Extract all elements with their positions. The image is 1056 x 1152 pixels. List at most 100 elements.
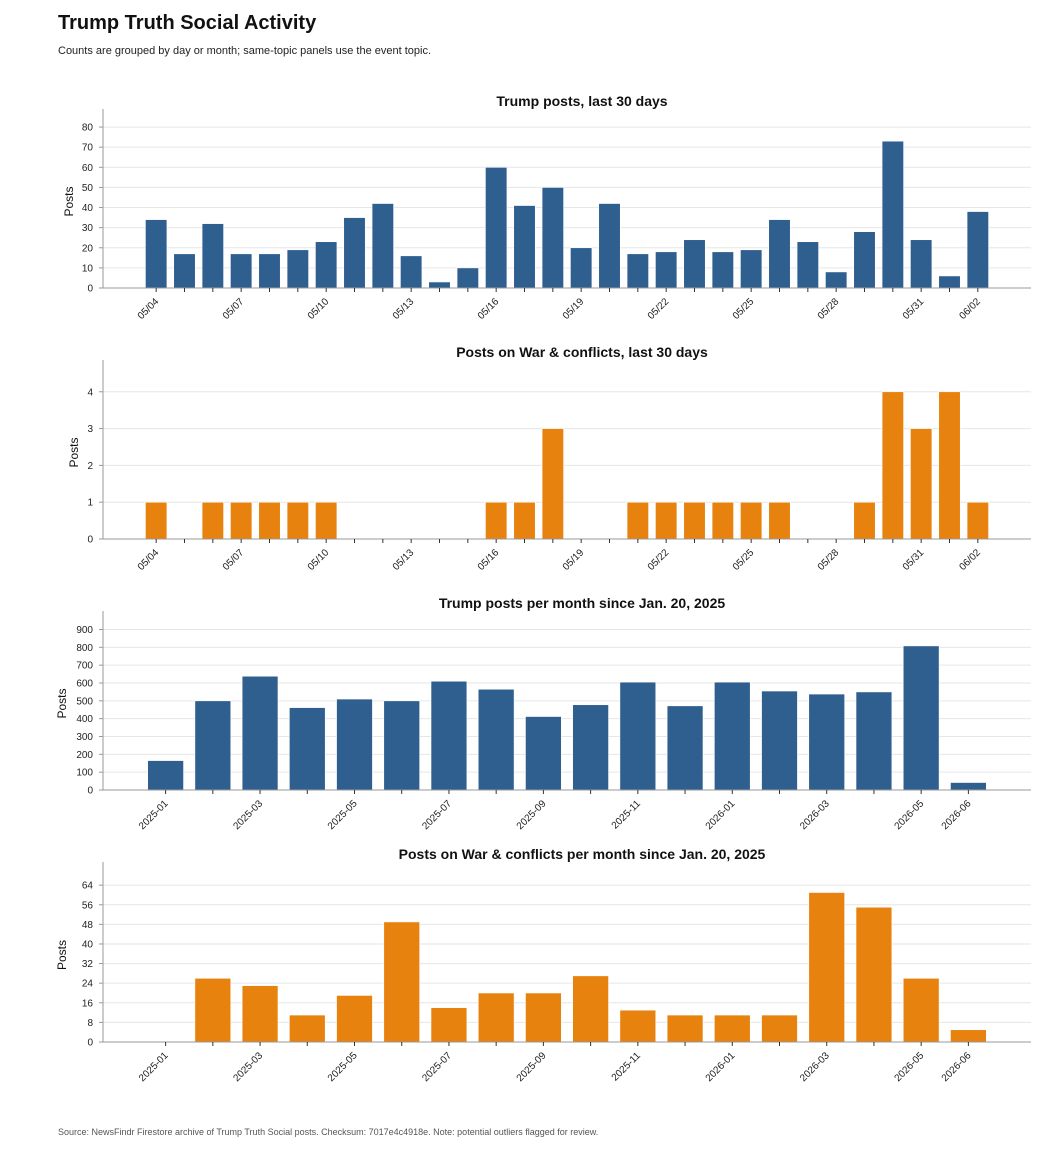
bar-05/29 [853,231,876,289]
x-tick-label: 2025-11 [610,798,644,832]
bar-05/29 [853,501,876,540]
bar-2026-02 [761,690,798,791]
y-tick-label: 800 [76,643,93,654]
y-tick-label: 10 [82,263,94,274]
y-tick-label: 900 [76,625,93,636]
bar-2026-03 [808,892,845,1043]
y-tick-label: 32 [82,959,94,970]
y-tick-label: 0 [87,1038,93,1049]
bar-2025-11 [619,1009,657,1043]
bar-05/06 [201,501,224,540]
bar-2025-03 [241,985,279,1043]
bar-05/05 [173,253,196,289]
bar-2026-03 [808,693,845,791]
bar-05/07 [230,501,253,540]
bar-05/26 [768,219,791,289]
y-tick-label: 300 [76,732,93,743]
y-tick-label: 16 [82,998,94,1009]
bar-2026-06 [950,782,987,791]
y-tick-label: 0 [87,786,93,797]
bar-2025-09 [525,992,562,1043]
x-tick-label: 05/16 [476,296,502,322]
bar-05/27 [796,241,819,289]
bar-05/20 [598,203,621,289]
y-tick-label: 56 [82,900,94,911]
x-tick-label: 2026-01 [704,1050,738,1084]
bar-2026-01 [714,1014,751,1043]
y-axis-label: Posts [67,437,81,467]
bar-2026-06 [950,1029,987,1043]
bar-05/07 [230,253,253,289]
bar-05/25 [740,501,763,540]
bar-05/25 [740,249,763,289]
chart-title: Posts on War & conflicts, last 30 days [456,344,708,360]
bar-2025-07 [430,1007,468,1043]
x-tick-label: 2025-01 [137,798,171,832]
x-tick-label: 05/28 [816,547,842,573]
x-tick-label: 05/16 [476,547,502,573]
x-tick-label: 2025-03 [231,1050,265,1084]
bar-05/21 [626,253,649,289]
y-tick-label: 20 [82,243,94,254]
bar-2026-01 [714,681,751,791]
chart-title: Trump posts per month since Jan. 20, 202… [439,595,726,611]
bar-2025-08 [477,688,515,791]
y-axis-label: Posts [62,186,76,216]
bar-05/08 [258,253,281,289]
bar-05/16 [485,167,508,289]
y-tick-label: 2 [87,461,93,472]
bar-2025-04 [289,1014,326,1043]
x-tick-label: 2026-06 [940,798,974,832]
x-tick-label: 2025-07 [420,1050,454,1084]
x-tick-label: 05/10 [306,296,332,322]
y-tick-label: 200 [76,750,93,761]
x-tick-label: 05/25 [731,296,757,322]
x-tick-label: 05/31 [901,547,927,573]
bar-2025-02 [194,700,232,791]
x-tick-label: 05/07 [221,547,247,573]
x-tick-label: 05/04 [136,296,162,322]
y-tick-label: 700 [76,661,93,672]
chart-title: Posts on War & conflicts per month since… [399,846,766,862]
bar-06/01 [938,391,961,540]
x-tick-label: 05/28 [816,296,842,322]
bar-2025-02 [194,977,232,1043]
chart-title: Trump posts, last 30 days [496,93,667,109]
bar-06/02 [966,501,989,540]
page-subtitle: Counts are grouped by day or month; same… [58,45,431,57]
bar-05/06 [201,223,224,289]
bar-2026-04 [855,906,893,1043]
charts-svg: Trump posts, last 30 days010203040506070… [55,93,1031,1084]
x-tick-label: 2025-05 [326,1050,360,1084]
bar-2025-04 [289,707,326,791]
bar-05/17 [513,501,536,540]
bar-05/22 [655,251,678,289]
y-axis-label: Posts [55,940,69,970]
bar-05/30 [881,391,904,540]
x-tick-label: 2025-11 [610,1050,644,1084]
x-tick-label: 2025-09 [515,1050,549,1084]
y-tick-label: 80 [82,123,94,134]
bar-05/04 [145,219,168,289]
bar-05/10 [315,501,338,540]
x-tick-label: 05/25 [731,547,757,573]
bar-05/08 [258,501,281,540]
bar-2025-05 [336,698,373,791]
bar-2025-05 [336,995,373,1043]
bar-05/12 [371,203,394,289]
bar-05/18 [541,187,564,289]
x-tick-label: 05/19 [561,296,587,322]
bar-2025-03 [241,675,279,791]
y-tick-label: 600 [76,678,93,689]
x-tick-label: 2025-01 [137,1050,171,1084]
chart-panel-2: Posts on War & conflicts, last 30 days 0 1… [67,344,1031,573]
bar-05/11 [343,217,366,289]
x-tick-label: 2026-03 [798,798,832,832]
bar-05/22 [655,501,678,540]
y-tick-label: 70 [82,143,94,154]
bar-05/04 [145,501,168,540]
bar-05/31 [910,239,933,289]
x-tick-label: 05/04 [136,547,162,573]
x-tick-label: 05/13 [391,547,417,573]
x-tick-label: 05/10 [306,547,332,573]
